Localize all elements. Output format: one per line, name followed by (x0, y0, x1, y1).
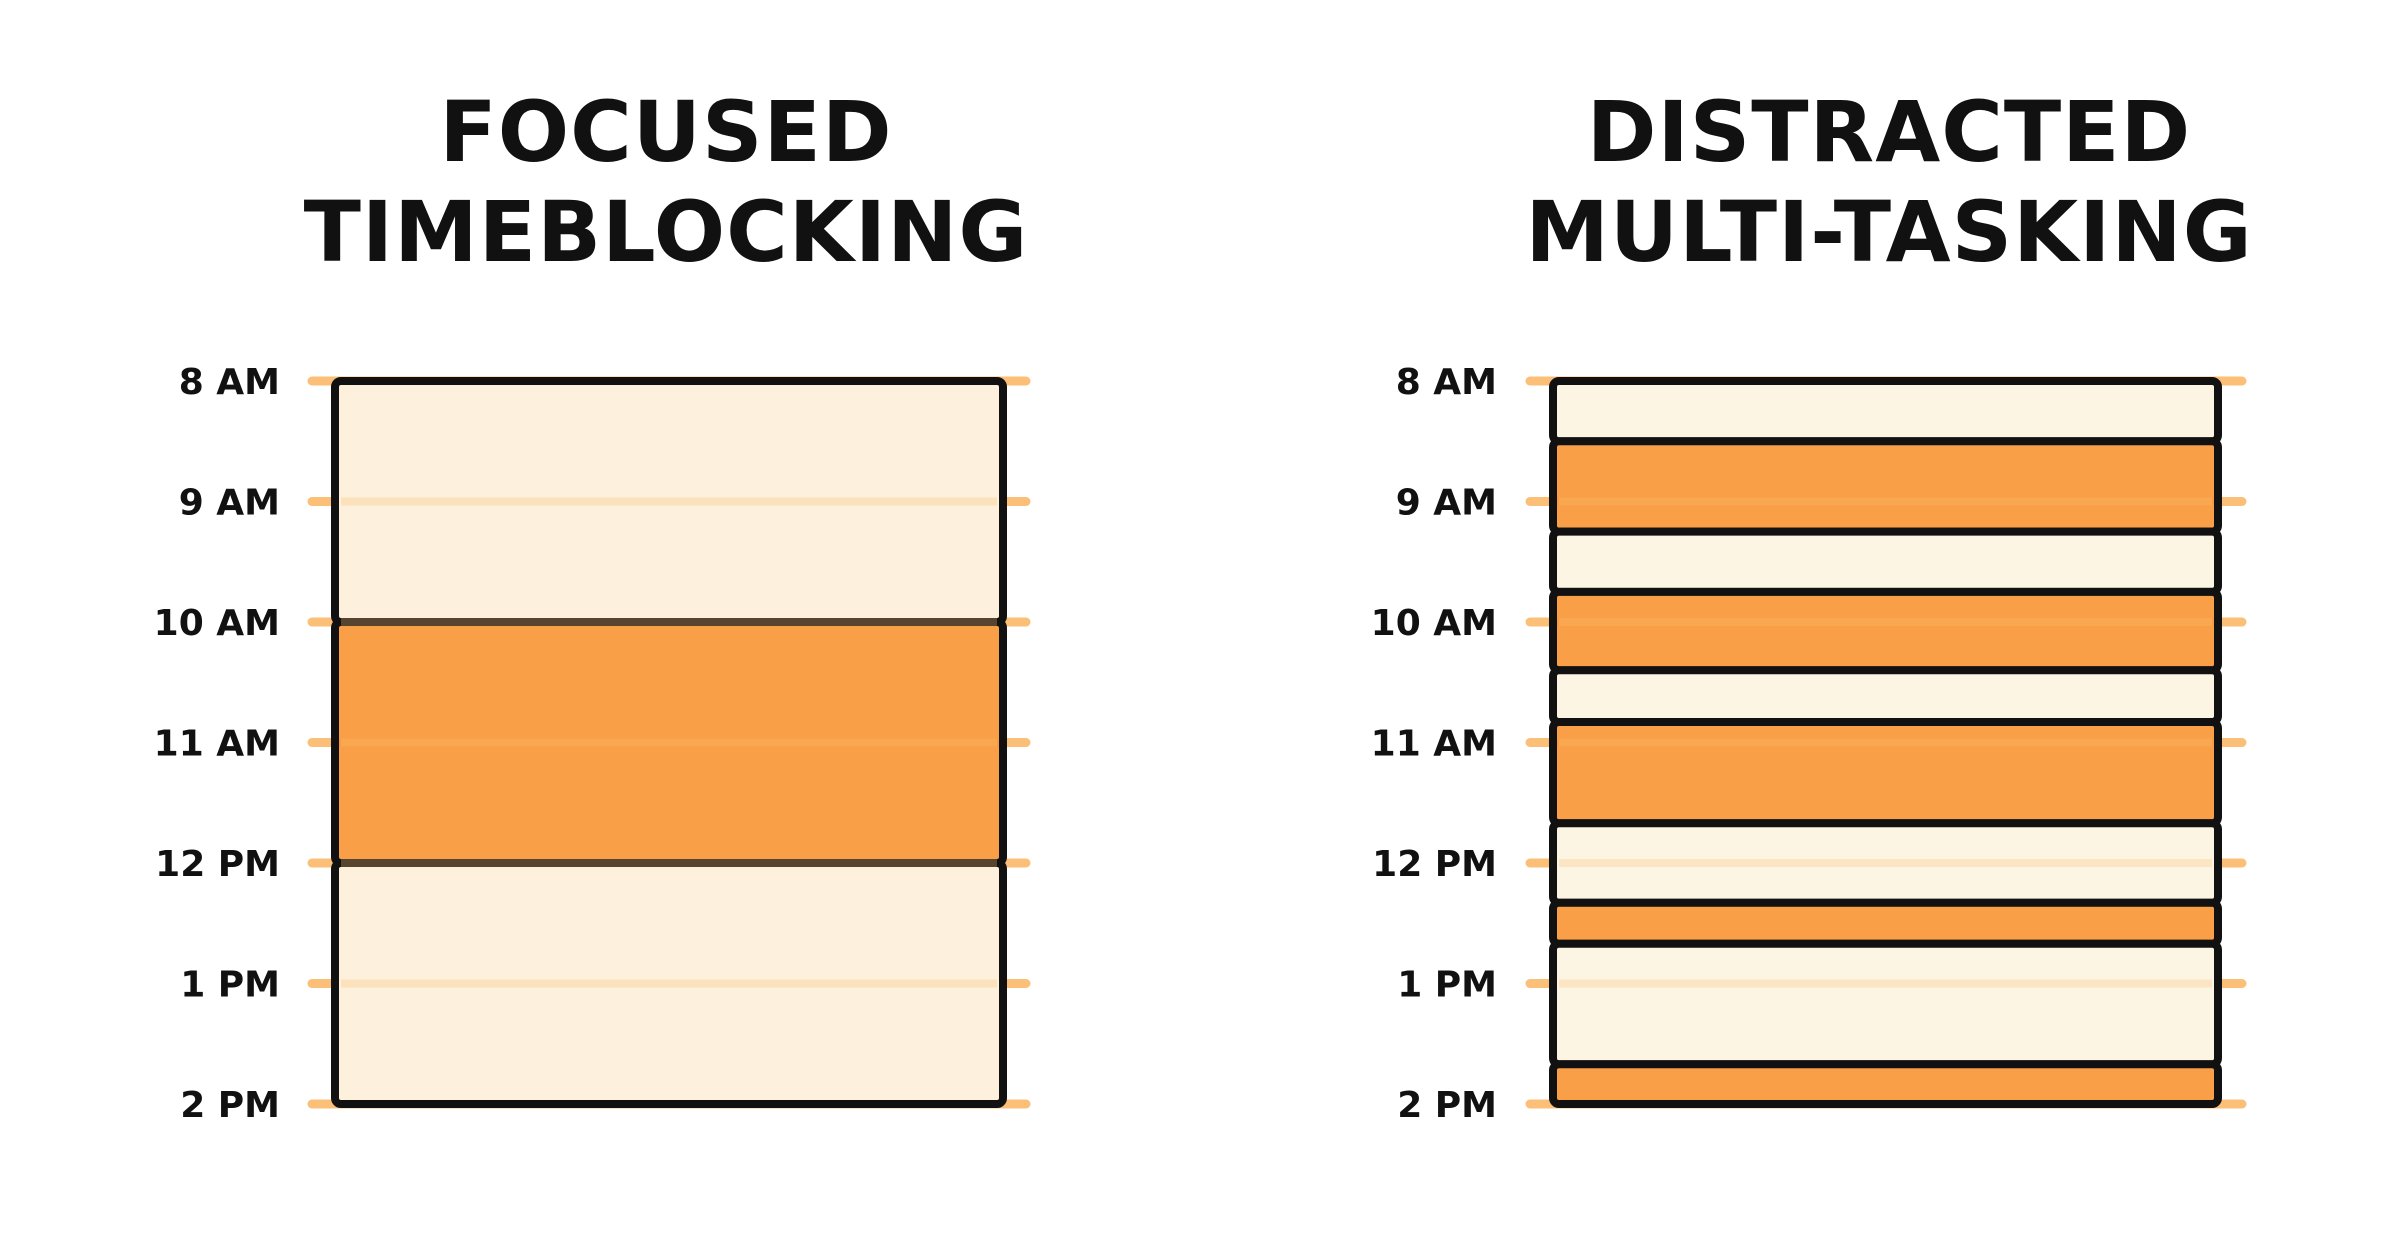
time-label: 12 PM (1372, 844, 1497, 885)
time-label: 8 AM (179, 362, 280, 403)
time-label: 10 AM (154, 603, 280, 644)
title-distracted-line1: DISTRACTED (1586, 83, 2192, 181)
time-label: 9 AM (179, 483, 280, 524)
focus-block (1549, 718, 2222, 828)
time-label: 2 PM (1397, 1085, 1497, 1126)
time-label: 1 PM (1397, 965, 1497, 1006)
time-label: 10 AM (1371, 603, 1497, 644)
title-distracted-line2: MULTI-TASKING (1525, 183, 2253, 281)
light-block (1549, 939, 2222, 1069)
title-focused-line2: TIMEBLOCKING (303, 183, 1029, 281)
time-label: 2 PM (180, 1085, 280, 1126)
focus-block (1549, 587, 2222, 675)
time-label: 11 AM (154, 724, 280, 765)
focus-block (1549, 898, 2222, 948)
light-block (1549, 377, 2222, 446)
light-block (331, 859, 1007, 1108)
light-block (1549, 527, 2222, 596)
time-label: 1 PM (180, 965, 280, 1006)
time-label: 11 AM (1371, 724, 1497, 765)
time-label: 8 AM (1396, 362, 1497, 403)
title-distracted: DISTRACTED MULTI-TASKING (1439, 82, 2339, 282)
title-focused: FOCUSED TIMEBLOCKING (216, 82, 1116, 282)
time-label: 12 PM (155, 844, 280, 885)
time-label: 9 AM (1396, 483, 1497, 524)
focus-block (1549, 437, 2222, 536)
title-focused-line1: FOCUSED (439, 83, 893, 181)
light-block (1549, 666, 2222, 727)
focus-block (1549, 1060, 2222, 1108)
